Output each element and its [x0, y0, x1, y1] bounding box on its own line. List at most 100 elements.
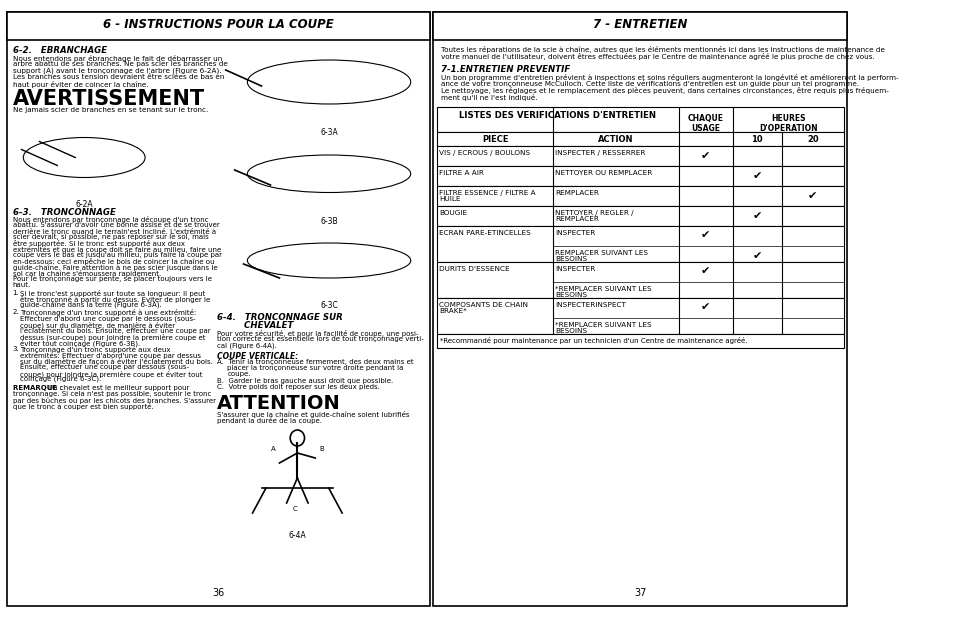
Text: COUPE VERTICALE:: COUPE VERTICALE:: [216, 352, 297, 360]
Text: INSPECTER: INSPECTER: [555, 230, 595, 236]
Text: FILTRE ESSENCE / FILTRE A: FILTRE ESSENCE / FILTRE A: [438, 190, 535, 196]
Bar: [436, 298, 842, 334]
Text: FILTRE A AIR: FILTRE A AIR: [438, 170, 483, 176]
Text: LISTES DES VERIFICATIONS D'ENTRETIEN: LISTES DES VERIFICATIONS D'ENTRETIEN: [459, 111, 656, 120]
Text: Effectuer d'abord une coupe par le dessous (sous-: Effectuer d'abord une coupe par le desso…: [20, 315, 195, 321]
Text: S'assurer que la chaîne et guide-chaîne soient lubrifiés: S'assurer que la chaîne et guide-chaîne …: [216, 410, 409, 418]
Text: 6 - INSTRUCTIONS POUR LA COUPE: 6 - INSTRUCTIONS POUR LA COUPE: [103, 18, 334, 31]
Text: ✔: ✔: [700, 266, 710, 276]
Text: être supportée. Si le tronc est supporté aux deux: être supportée. Si le tronc est supporté…: [12, 240, 184, 247]
Text: haut pour éviter de coincer la chaîne.: haut pour éviter de coincer la chaîne.: [12, 80, 148, 88]
Text: Nous entendons par tronçonnage la découpe d'un tronc: Nous entendons par tronçonnage la découp…: [12, 216, 208, 223]
Text: l'éclatement du bois. Ensuite, effectuer une coupe par: l'éclatement du bois. Ensuite, effectuer…: [20, 327, 210, 334]
Text: PIECE: PIECE: [481, 135, 508, 144]
Text: sur du diamètre de façon à éviter l'éclatement du bois.: sur du diamètre de façon à éviter l'écla…: [20, 358, 213, 365]
Text: ✔: ✔: [752, 211, 761, 221]
Text: haut.: haut.: [12, 282, 30, 288]
Text: ACTION: ACTION: [598, 135, 634, 144]
Text: B.  Garder le bras gauche aussi droit que possible.: B. Garder le bras gauche aussi droit que…: [216, 378, 393, 384]
Text: abattu. S'assurer d'avoir une bonne assise et de se trouver: abattu. S'assurer d'avoir une bonne assi…: [12, 222, 219, 228]
Text: 6-3A: 6-3A: [320, 128, 337, 137]
Text: HEURES
D'OPERATION: HEURES D'OPERATION: [758, 114, 817, 133]
Text: INSPECTERINSPECT: INSPECTERINSPECT: [555, 302, 625, 308]
Text: Tronçonnage d'un tronc supporté à une extrémité:: Tronçonnage d'un tronc supporté à une ex…: [20, 309, 195, 316]
Text: arbre abattu de ses branches. Ne pas scier les branches de: arbre abattu de ses branches. Ne pas sci…: [12, 61, 227, 67]
Text: extrémités: Effectuer d'abord'une coupe par dessus: extrémités: Effectuer d'abord'une coupe …: [20, 352, 200, 359]
Text: ✔: ✔: [752, 171, 761, 181]
Text: 37: 37: [634, 588, 646, 598]
Text: ECRAN PARE-ETINCELLES: ECRAN PARE-ETINCELLES: [438, 230, 530, 236]
Text: dessus (sur-coupe) pour joindre la première coupe et: dessus (sur-coupe) pour joindre la premi…: [20, 333, 205, 341]
Text: BESOINS: BESOINS: [555, 292, 587, 298]
Text: pendant la durée de la coupe.: pendant la durée de la coupe.: [216, 417, 321, 424]
Text: REMPLACER SUIVANT LES: REMPLACER SUIVANT LES: [555, 250, 648, 256]
Text: Ne jamais scier de branches en se tenant sur le tronc.: Ne jamais scier de branches en se tenant…: [12, 107, 208, 113]
Text: Le nettoyage, les réglages et le remplacement des pièces peuvent, dans certaines: Le nettoyage, les réglages et le remplac…: [440, 87, 887, 94]
Bar: [436, 334, 842, 348]
Text: CHEVALET: CHEVALET: [216, 321, 293, 330]
Text: ✔: ✔: [700, 230, 710, 240]
Text: 3.: 3.: [12, 346, 19, 352]
Text: CHAQUE
USAGE: CHAQUE USAGE: [687, 114, 723, 133]
Bar: [433, 12, 846, 606]
Bar: [436, 226, 842, 262]
Text: par des bûches ou par les chicots des branches. S'assurer: par des bûches ou par les chicots des br…: [12, 397, 215, 404]
Text: coupe) pour joindre la première coupe et éviter tout: coupe) pour joindre la première coupe et…: [20, 370, 202, 378]
Text: éviter tout coinçage (Figure 6-3B).: éviter tout coinçage (Figure 6-3B).: [20, 339, 140, 347]
Text: C.  Votre poids doit reposer sur les deux pieds.: C. Votre poids doit reposer sur les deux…: [216, 384, 379, 390]
Text: Ensuite, effectuer une coupe par dessous (sous-: Ensuite, effectuer une coupe par dessous…: [20, 364, 189, 371]
Text: 6-2A: 6-2A: [75, 200, 92, 208]
Text: Un bon programme d'entretien prévient à inspections et soins réguliers augmenter: Un bon programme d'entretien prévient à …: [440, 74, 898, 80]
Text: ment qu'il ne l'est indiqué.: ment qu'il ne l'est indiqué.: [440, 94, 537, 101]
Text: *Recommandé pour maintenance par un technicien d'un Centre de maintenance agréé.: *Recommandé pour maintenance par un tech…: [439, 337, 746, 344]
Bar: [436, 146, 842, 166]
Text: 6-3.   TRONCONNAGE: 6-3. TRONCONNAGE: [12, 208, 115, 216]
Text: A.  Tenir la tronçonneuse fermement, des deux mains et: A. Tenir la tronçonneuse fermement, des …: [216, 359, 413, 365]
Text: 6-4.   TRONCONNAGE SUR: 6-4. TRONCONNAGE SUR: [216, 313, 342, 322]
Text: 7 - ENTRETIEN: 7 - ENTRETIEN: [593, 18, 687, 31]
Text: derrière le tronc quand le terrain'est incliné. L'extrémité à: derrière le tronc quand le terrain'est i…: [12, 228, 215, 235]
Text: 6-2.   EBRANCHAGE: 6-2. EBRANCHAGE: [12, 46, 107, 55]
Text: extrémités et que la coupe doit se faire au milieu, faire une: extrémités et que la coupe doit se faire…: [12, 246, 220, 253]
Text: Nous entendons par ébranchage le fait de débarrasser un: Nous entendons par ébranchage le fait de…: [12, 54, 221, 62]
Text: REMPLACER: REMPLACER: [555, 216, 598, 222]
Text: coupe.: coupe.: [227, 371, 251, 377]
Text: coupe) sur du diamètre, de manière à éviter: coupe) sur du diamètre, de manière à évi…: [20, 321, 174, 329]
Bar: [436, 132, 842, 146]
Text: 10: 10: [751, 135, 762, 144]
Bar: [436, 206, 842, 226]
Text: support (A) avant le tronçonnage de l'arbre (Figure 6-2A).: support (A) avant le tronçonnage de l'ar…: [12, 67, 221, 74]
Bar: [436, 107, 842, 132]
Bar: [8, 12, 430, 606]
Text: 6-3B: 6-3B: [320, 217, 337, 226]
Text: ✔: ✔: [700, 302, 710, 312]
Text: 36: 36: [213, 588, 224, 598]
Text: Un chevalet est le meilleur support pour: Un chevalet est le meilleur support pour: [49, 385, 190, 391]
Text: REMARQUE :: REMARQUE :: [12, 385, 62, 391]
Text: C: C: [293, 506, 297, 512]
Bar: [433, 12, 846, 40]
Text: BOUGIE: BOUGIE: [438, 210, 466, 216]
Bar: [436, 166, 842, 186]
Text: 2.: 2.: [12, 309, 19, 315]
Text: BRAKE*: BRAKE*: [438, 308, 466, 315]
Text: en-dessous: ceci empêche le bois de coincer la chaîne ou: en-dessous: ceci empêche le bois de coin…: [12, 258, 213, 265]
Text: *REMPLACER SUIVANT LES: *REMPLACER SUIVANT LES: [555, 286, 651, 292]
Text: guide-chaîne dans la terre (Figure 6-3A).: guide-chaîne dans la terre (Figure 6-3A)…: [20, 302, 161, 309]
Text: 6-4A: 6-4A: [288, 531, 306, 540]
Text: NETTOYER / REGLER /: NETTOYER / REGLER /: [555, 210, 633, 216]
Text: Tronçonnage d'un tronc supporté aux deux: Tronçonnage d'un tronc supporté aux deux: [20, 346, 170, 353]
Text: guide-chaîne. Faire attention à ne pas scier jusque dans le: guide-chaîne. Faire attention à ne pas s…: [12, 264, 217, 271]
Text: ✔: ✔: [807, 191, 817, 201]
Text: ✔: ✔: [752, 251, 761, 261]
Text: Pour votre sécurité, et pour la facilité de coupe, une posi-: Pour votre sécurité, et pour la facilité…: [216, 330, 417, 337]
Text: Pour le tronçonnage sur pente, se placer toujours vers le: Pour le tronçonnage sur pente, se placer…: [12, 276, 212, 282]
Text: votre manuel de l'utilisateur, doivent êtres effectuées par le Centre de mainten: votre manuel de l'utilisateur, doivent ê…: [440, 53, 874, 60]
Text: B: B: [319, 446, 324, 452]
Text: A: A: [271, 446, 274, 452]
Text: 20: 20: [806, 135, 818, 144]
Text: Les branches sous tension devraient être sciées de bas en: Les branches sous tension devraient être…: [12, 74, 224, 80]
Text: ATTENTION: ATTENTION: [216, 394, 340, 413]
Text: cal (Figure 6-4A).: cal (Figure 6-4A).: [216, 342, 276, 349]
Text: 6-3C: 6-3C: [320, 301, 337, 310]
